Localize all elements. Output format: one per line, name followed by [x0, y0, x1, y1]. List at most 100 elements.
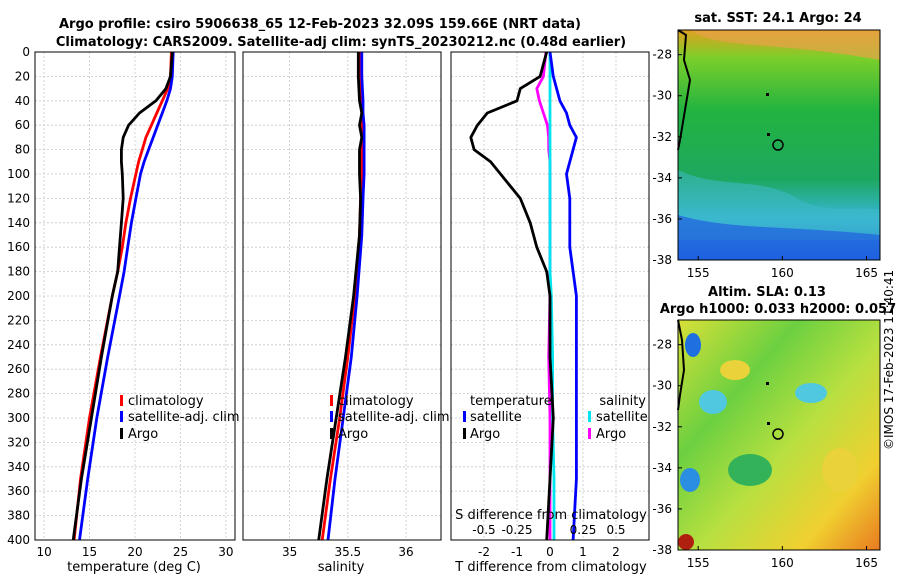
- sla-high-region: [822, 448, 858, 492]
- depth-tick-label: 180: [7, 265, 30, 279]
- map-y-tick-label: -30: [652, 89, 672, 103]
- legend-title-salinity: salinity: [599, 394, 646, 409]
- legend-title-temperature: temperature: [470, 394, 552, 409]
- map-x-tick-label: 165: [855, 266, 878, 280]
- temperature-grid: [35, 51, 235, 541]
- legend-label-argo: Argo: [338, 427, 368, 442]
- legend-label-argo: Argo: [128, 427, 158, 442]
- legend-swatch-satellite: [330, 411, 333, 422]
- x-tick-label: 36: [398, 545, 413, 559]
- legend-swatch-s-argo: [588, 428, 591, 439]
- legend-swatch-argo: [120, 428, 123, 439]
- sst-cold-patch: [678, 215, 880, 260]
- depth-tick-label: 220: [7, 313, 30, 327]
- sla-field: [678, 320, 880, 550]
- legend-swatch-climatology: [330, 395, 333, 406]
- sst-coastline: [677, 29, 692, 151]
- legend-swatch-s-satellite: [588, 411, 591, 422]
- t-difference-xlabel: T difference from climatology: [454, 560, 647, 575]
- map-y-tick-label: -32: [652, 420, 672, 434]
- map-x-tick-label: 155: [687, 266, 710, 280]
- depth-tick-label: 20: [15, 69, 30, 83]
- sst-warm-patch: [690, 30, 880, 60]
- series-line-satellite-adj-clim: [326, 52, 366, 540]
- temperature-legend: climatology satellite-adj. clim Argo: [120, 394, 240, 442]
- sla-coastline: [677, 319, 686, 411]
- map-x-tick-label: 165: [855, 556, 878, 570]
- title-line-1: Argo profile: csiro 5906638_65 12-Feb-20…: [59, 17, 581, 32]
- salinity-grid: [243, 51, 441, 541]
- sla-low-eddy: [680, 468, 700, 492]
- sla-map-title-2: Argo h1000: 0.033 h2000: 0.057: [660, 302, 896, 317]
- x-tick-label: 30: [218, 545, 233, 559]
- legend-label-s-argo: Argo: [596, 427, 626, 442]
- sst-track-point: [767, 133, 770, 136]
- x-tick-label: 10: [36, 545, 51, 559]
- depth-tick-label: 140: [7, 216, 30, 230]
- depth-tick-label: 200: [7, 289, 30, 303]
- depth-tick-label: 120: [7, 191, 30, 205]
- depth-tick-label: 160: [7, 240, 30, 254]
- depth-tick-label: 240: [7, 338, 30, 352]
- legend-label-s-satellite: satellite: [596, 410, 648, 425]
- series-line-satellite-adj-clim: [78, 52, 175, 540]
- salinity-xlabel: salinity: [318, 560, 365, 575]
- map-y-tick-label: -32: [652, 130, 672, 144]
- depth-tick-label: 360: [7, 484, 30, 498]
- x-tick-label: 0: [546, 545, 554, 559]
- map-y-tick-label: -36: [652, 212, 672, 226]
- legend-label-climatology: climatology: [128, 394, 204, 409]
- sst-map-title: sat. SST: 24.1 Argo: 24: [694, 11, 861, 26]
- map-y-tick-label: -38: [652, 253, 672, 267]
- depth-tick-label: 60: [15, 118, 30, 132]
- sla-high-region: [720, 360, 750, 380]
- map-y-tick-label: -38: [652, 543, 672, 557]
- legend-swatch-climatology: [120, 395, 123, 406]
- sst-cool-patch: [678, 170, 880, 240]
- temperature-axes-frame: [34, 51, 236, 541]
- map-y-tick-label: -30: [652, 379, 672, 393]
- depth-tick-label: 260: [7, 362, 30, 376]
- legend-swatch-argo: [330, 428, 333, 439]
- depth-tick-label: 80: [15, 143, 30, 157]
- depth-tick-label: 400: [7, 533, 30, 547]
- s-difference-tick-label: 0.5: [606, 523, 625, 537]
- x-tick-label: 35: [282, 545, 297, 559]
- sla-green-region: [728, 454, 772, 486]
- series-line-argo: [317, 52, 364, 540]
- salinity-axes-frame: [242, 51, 442, 541]
- map-y-tick-label: -36: [652, 502, 672, 516]
- map-y-tick-label: -34: [652, 461, 672, 475]
- sla-low-eddy: [795, 383, 827, 403]
- legend-label-t-satellite: satellite: [470, 410, 522, 425]
- depth-tick-label: 280: [7, 387, 30, 401]
- title-line-2: Climatology: CARS2009. Satellite-adj cli…: [56, 35, 626, 50]
- x-tick-label: 15: [82, 545, 97, 559]
- map-x-tick-label: 155: [687, 556, 710, 570]
- series-line-t-satellite: [548, 52, 578, 540]
- x-tick-label: -1: [511, 545, 523, 559]
- series-line-s-satellite: [548, 52, 556, 540]
- sst-map-panel: sat. SST: 24.1 Argo: 24 155 160 165 -28 -30 -…: [652, 11, 881, 280]
- legend-label-t-argo: Argo: [470, 427, 500, 442]
- sla-low-eddy: [685, 333, 701, 357]
- sst-map-frame: [677, 29, 881, 261]
- x-tick-label: 1: [579, 545, 587, 559]
- map-x-tick-label: 160: [771, 266, 794, 280]
- difference-legend: temperature satellite Argo salinity sate…: [463, 394, 648, 442]
- depth-tick-label: 380: [7, 509, 30, 523]
- x-tick-label: 2: [612, 545, 620, 559]
- depth-tick-label: 40: [15, 94, 30, 108]
- sst-track-point: [766, 93, 769, 96]
- legend-label-climatology: climatology: [338, 394, 414, 409]
- sla-argo-position-marker: [772, 428, 784, 440]
- s-difference-xlabel: S difference from climatology: [455, 508, 647, 523]
- x-tick-label: 25: [173, 545, 188, 559]
- legend-swatch-t-satellite: [463, 411, 466, 422]
- salinity-panel: 35 35.5 36 salinity climatology satellite-…: [242, 51, 450, 575]
- depth-tick-label: 340: [7, 460, 30, 474]
- depth-tick-label: 100: [7, 167, 30, 181]
- map-y-tick-label: -34: [652, 171, 672, 185]
- temperature-xlabel: temperature (deg C): [67, 560, 201, 575]
